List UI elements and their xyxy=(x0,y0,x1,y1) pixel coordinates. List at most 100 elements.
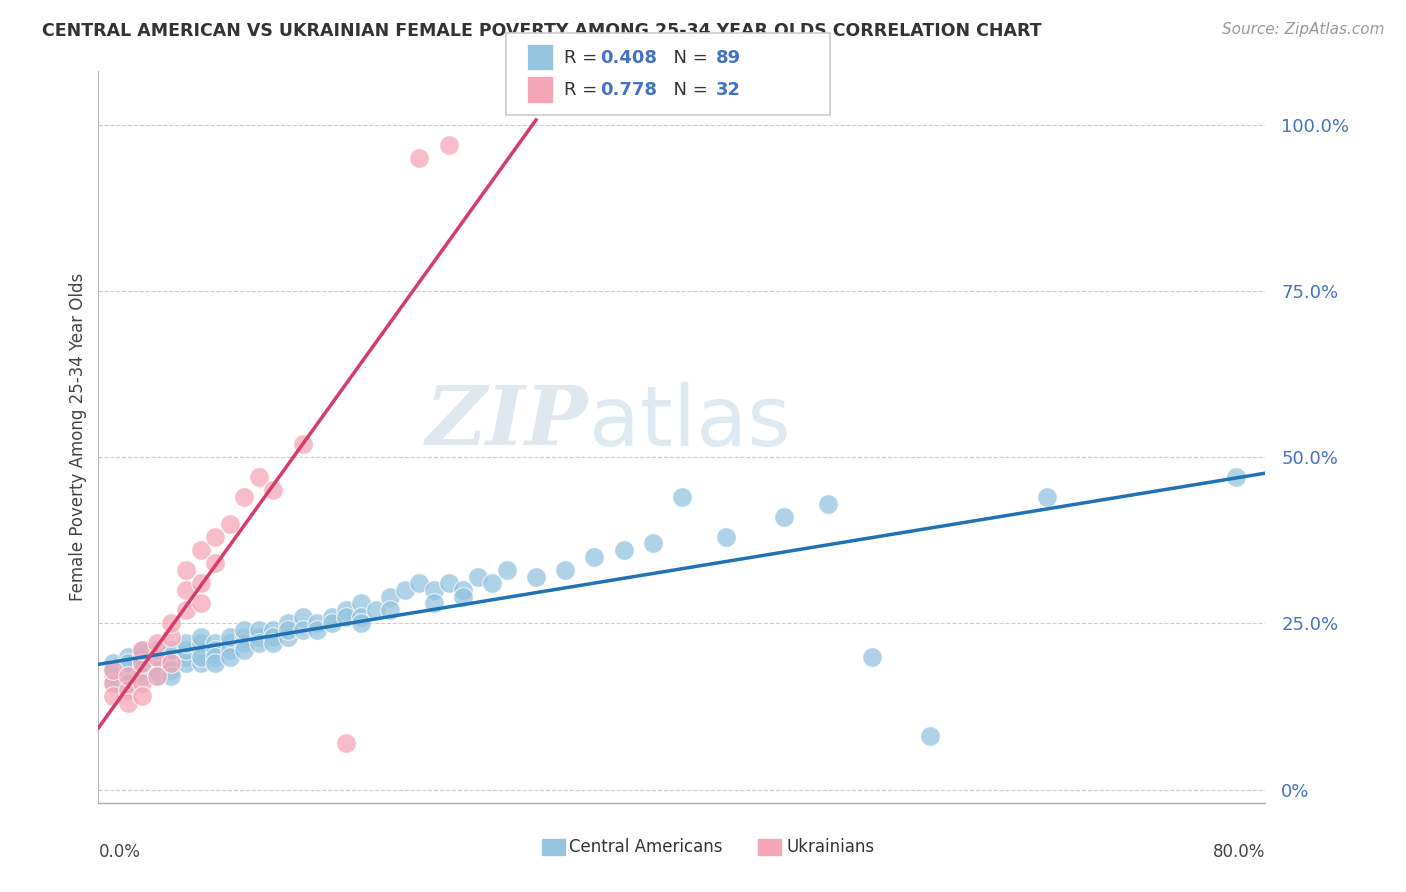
Point xyxy=(101,676,124,690)
Point xyxy=(350,596,373,610)
Point xyxy=(335,736,357,750)
Text: 0.408: 0.408 xyxy=(600,49,658,67)
Point xyxy=(190,596,212,610)
Point xyxy=(247,636,270,650)
Text: 0.778: 0.778 xyxy=(600,81,658,99)
Point xyxy=(1225,470,1247,484)
Point xyxy=(262,630,284,644)
Point xyxy=(146,649,169,664)
Point xyxy=(190,630,212,644)
Point xyxy=(160,616,183,631)
Point xyxy=(174,656,197,670)
Point xyxy=(146,656,169,670)
Point xyxy=(131,669,153,683)
Point xyxy=(160,663,183,677)
Point xyxy=(364,603,387,617)
Point xyxy=(131,643,153,657)
Text: ZIP: ZIP xyxy=(426,383,589,462)
Point xyxy=(190,643,212,657)
Point xyxy=(350,609,373,624)
Point xyxy=(190,543,212,558)
Text: atlas: atlas xyxy=(589,382,790,463)
Point xyxy=(247,470,270,484)
Point xyxy=(117,669,139,683)
Point xyxy=(204,656,226,670)
Text: Central Americans: Central Americans xyxy=(568,838,723,856)
Point xyxy=(554,563,576,577)
Point xyxy=(117,656,139,670)
Point xyxy=(307,623,329,637)
Point xyxy=(174,649,197,664)
Text: CENTRAL AMERICAN VS UKRAINIAN FEMALE POVERTY AMONG 25-34 YEAR OLDS CORRELATION C: CENTRAL AMERICAN VS UKRAINIAN FEMALE POV… xyxy=(42,22,1042,40)
Point xyxy=(451,590,474,604)
Point xyxy=(307,616,329,631)
Point xyxy=(860,649,883,664)
Point xyxy=(350,616,373,631)
Point xyxy=(277,623,299,637)
Point xyxy=(496,563,519,577)
Point xyxy=(714,530,737,544)
Point xyxy=(233,630,256,644)
Point xyxy=(101,663,124,677)
Point xyxy=(408,151,430,165)
Point xyxy=(131,690,153,704)
Point xyxy=(218,630,240,644)
Point xyxy=(218,636,240,650)
Text: N =: N = xyxy=(662,49,714,67)
Point xyxy=(467,570,489,584)
Point xyxy=(117,669,139,683)
Point xyxy=(101,656,124,670)
Point xyxy=(247,623,270,637)
Point xyxy=(101,690,124,704)
Point xyxy=(277,630,299,644)
Point xyxy=(146,669,169,683)
Point xyxy=(101,663,124,677)
Text: Source: ZipAtlas.com: Source: ZipAtlas.com xyxy=(1222,22,1385,37)
Point xyxy=(190,576,212,591)
Point xyxy=(423,596,446,610)
Y-axis label: Female Poverty Among 25-34 Year Olds: Female Poverty Among 25-34 Year Olds xyxy=(69,273,87,601)
Point xyxy=(131,656,153,670)
Point xyxy=(291,623,314,637)
Point xyxy=(321,609,343,624)
Point xyxy=(291,609,314,624)
Point xyxy=(423,582,446,597)
Point xyxy=(204,649,226,664)
Point xyxy=(335,603,357,617)
Point xyxy=(817,497,839,511)
Bar xyxy=(541,839,565,855)
Point xyxy=(146,669,169,683)
Point xyxy=(1035,490,1057,504)
Point xyxy=(146,663,169,677)
Point xyxy=(174,563,197,577)
Point xyxy=(117,682,139,697)
Point xyxy=(233,490,256,504)
Point xyxy=(101,676,124,690)
Point xyxy=(117,696,139,710)
Point xyxy=(380,590,402,604)
Point xyxy=(524,570,547,584)
Point xyxy=(204,530,226,544)
Text: R =: R = xyxy=(564,49,603,67)
Point xyxy=(277,616,299,631)
Point xyxy=(481,576,503,591)
Point xyxy=(160,656,183,670)
Point xyxy=(918,729,941,743)
Point xyxy=(204,643,226,657)
Point xyxy=(160,643,183,657)
Point xyxy=(233,623,256,637)
Point xyxy=(321,616,343,631)
Text: 0.0%: 0.0% xyxy=(98,843,141,861)
Point xyxy=(437,576,460,591)
Point xyxy=(117,676,139,690)
Text: N =: N = xyxy=(662,81,714,99)
Point xyxy=(117,649,139,664)
Point xyxy=(451,582,474,597)
Point xyxy=(160,669,183,683)
Point xyxy=(131,663,153,677)
Point xyxy=(394,582,416,597)
Point xyxy=(146,643,169,657)
Point xyxy=(262,636,284,650)
Point xyxy=(233,643,256,657)
Point xyxy=(291,436,314,450)
